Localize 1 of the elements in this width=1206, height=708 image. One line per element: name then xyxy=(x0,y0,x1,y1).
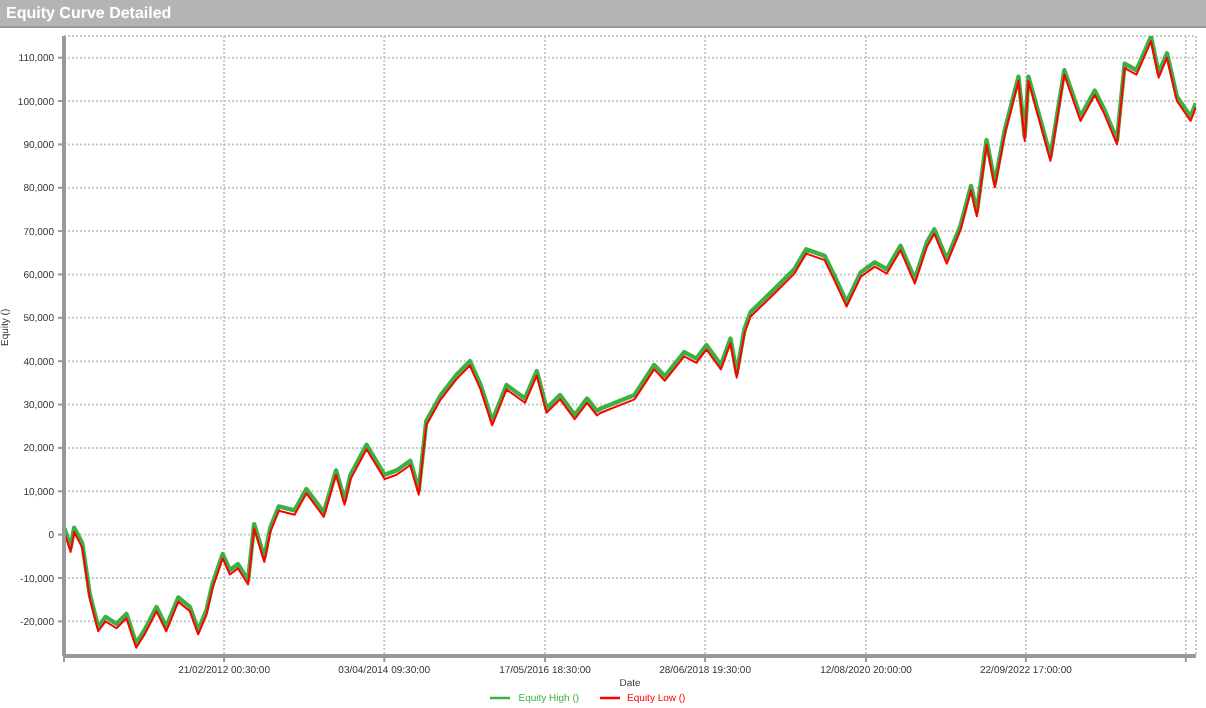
chart-title: Equity Curve Detailed xyxy=(0,0,1206,28)
